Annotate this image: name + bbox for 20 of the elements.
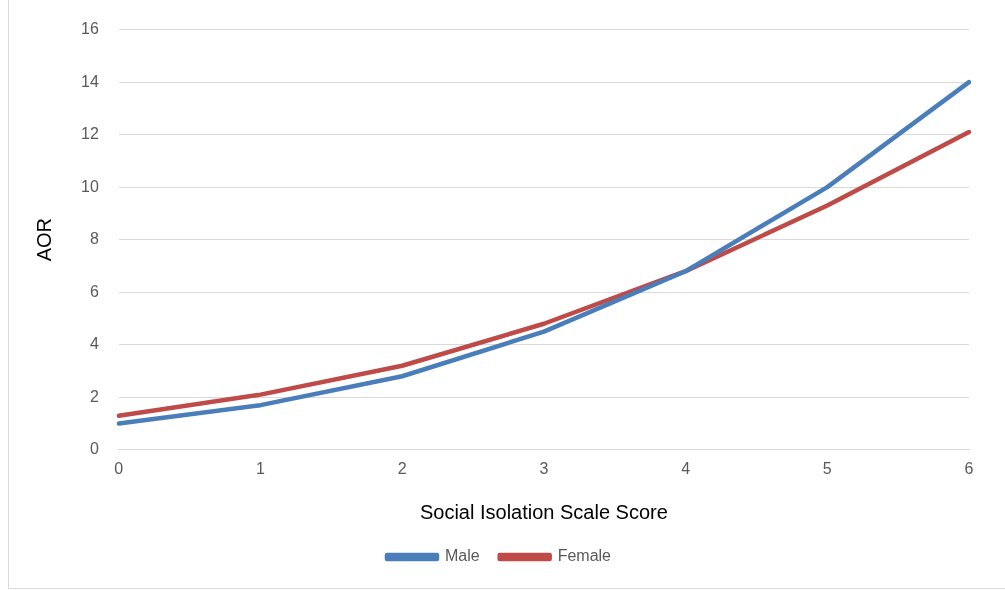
y-axis-title: AOR [32,218,55,262]
y-tick-label: 16 [81,20,99,38]
x-tick-label: 4 [681,459,691,477]
x-tick-label: 1 [256,459,266,477]
legend-label: Female [557,547,612,565]
x-tick-label: 6 [964,459,974,477]
x-axis-title: Social Isolation Scale Score [419,500,668,523]
y-tick-label: 10 [81,177,99,195]
y-tick-label: 12 [81,125,99,143]
y-tick-label: 14 [81,72,99,90]
y-tick-label: 2 [89,387,99,405]
y-tick-label: 0 [89,440,99,458]
x-tick-label: 5 [822,459,832,477]
legend-label: Male [444,547,480,565]
x-tick-label: 2 [397,459,407,477]
x-tick-label: 0 [114,459,124,477]
y-tick-label: 6 [89,282,99,300]
y-tick-label: 4 [89,335,99,353]
x-tick-label: 3 [539,459,549,477]
y-tick-label: 8 [89,230,99,248]
